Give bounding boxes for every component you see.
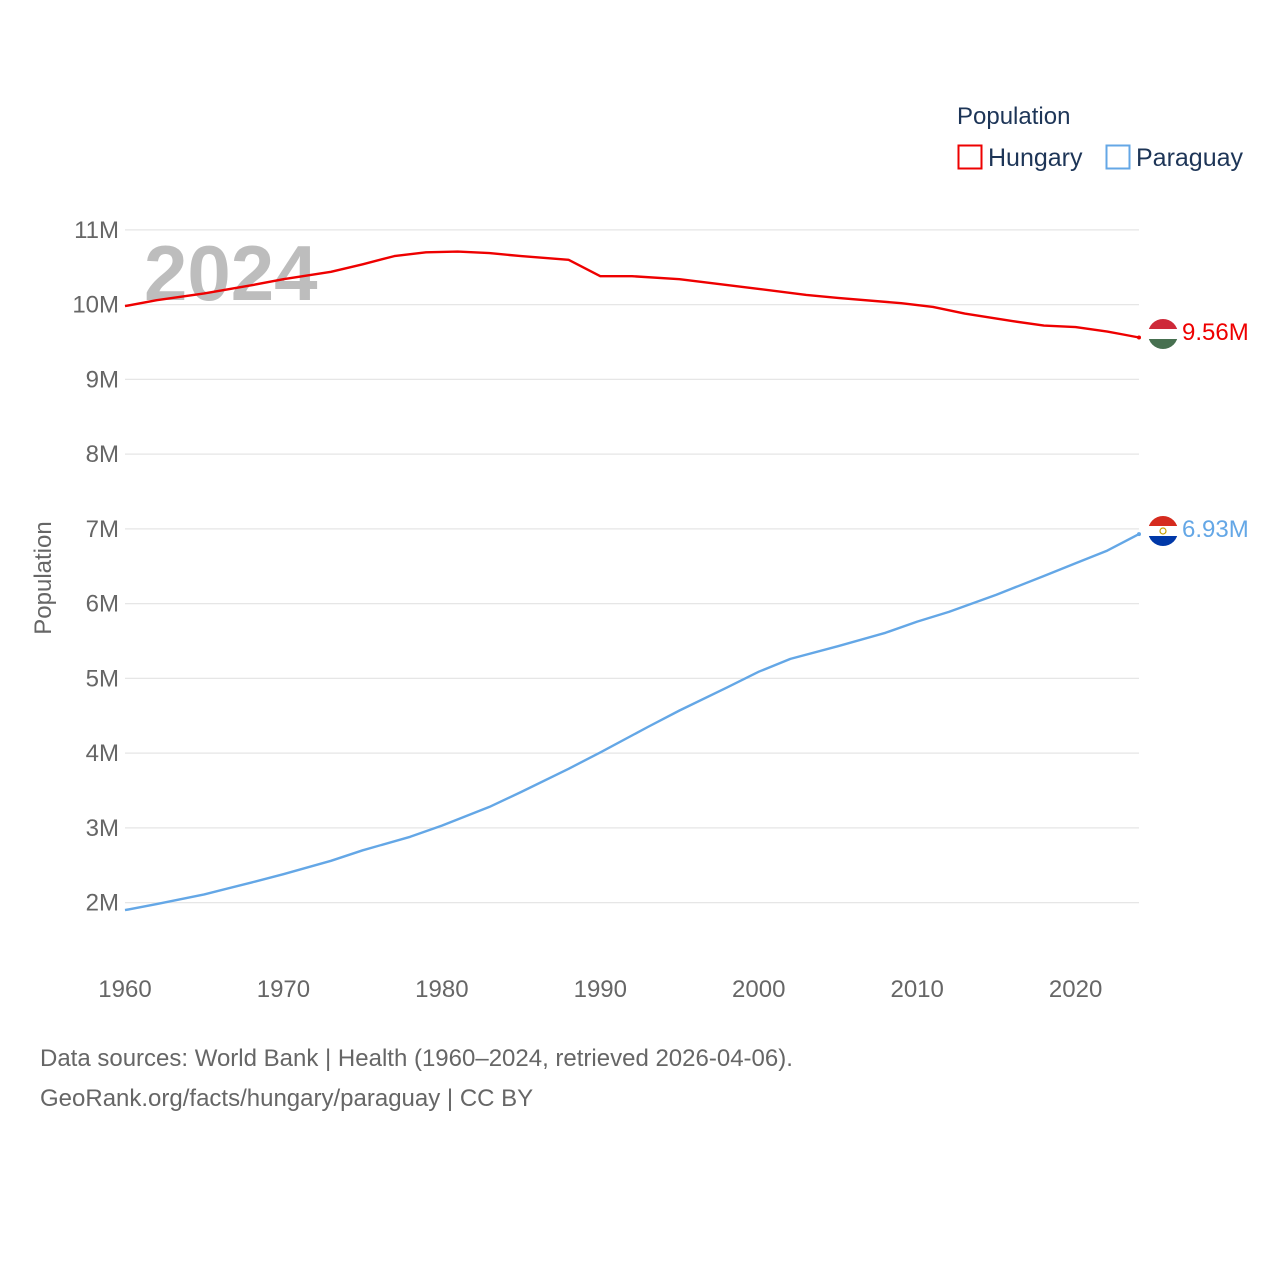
series-line-hungary[interactable] bbox=[124, 250, 1140, 339]
y-tick-label: 4M bbox=[86, 740, 119, 767]
gridlines bbox=[125, 229, 1139, 904]
y-tick-label: 7M bbox=[86, 516, 119, 543]
series-end-point-paraguay[interactable] bbox=[1137, 532, 1141, 537]
y-tick-label: 6M bbox=[86, 591, 119, 618]
legend: Population Hungary Paraguay bbox=[957, 103, 1244, 172]
x-axis-ticks: 1960 1970 1980 1990 2000 2010 2020 bbox=[98, 976, 1102, 1003]
y-tick-label: 2M bbox=[86, 890, 119, 917]
series-end-point-hungary[interactable] bbox=[1137, 335, 1141, 340]
y-tick-label: 10M bbox=[72, 292, 119, 319]
x-tick-label: 1960 bbox=[98, 976, 151, 1003]
y-tick-label: 5M bbox=[86, 665, 119, 692]
y-tick-label: 11M bbox=[74, 217, 119, 244]
x-tick-label: 1990 bbox=[574, 976, 627, 1003]
y-tick-label: 9M bbox=[86, 366, 119, 393]
legend-swatch-hungary bbox=[957, 144, 983, 170]
y-tick-label: 3M bbox=[86, 815, 119, 842]
y-axis-title: Population bbox=[30, 521, 57, 634]
end-label-paraguay: 6.93M bbox=[1182, 516, 1249, 543]
series-line-paraguay[interactable] bbox=[124, 533, 1140, 912]
paraguay-flag-icon bbox=[1148, 516, 1178, 546]
end-label-hungary: 9.56M bbox=[1182, 319, 1249, 346]
x-tick-label: 2010 bbox=[890, 976, 943, 1003]
source-link[interactable]: GeoRank.org/facts/hungary/paraguay | CC … bbox=[40, 1085, 534, 1112]
legend-item-paraguay[interactable]: Paraguay bbox=[1105, 144, 1244, 172]
hungary-flag-icon bbox=[1148, 319, 1178, 349]
x-tick-label: 1970 bbox=[257, 976, 310, 1003]
legend-title: Population bbox=[957, 103, 1070, 130]
x-tick-label: 1980 bbox=[415, 976, 468, 1003]
x-tick-label: 2000 bbox=[732, 976, 785, 1003]
current-year-watermark: 2024 bbox=[144, 229, 318, 317]
data-sources-note: Data sources: World Bank | Health (1960–… bbox=[40, 1045, 793, 1072]
y-axis-ticks: 2M 3M 4M 5M 6M 7M 8M 9M 10M 11M bbox=[72, 217, 119, 917]
legend-swatch-paraguay bbox=[1105, 144, 1131, 170]
legend-label-paraguay: Paraguay bbox=[1136, 144, 1244, 172]
x-tick-label: 2020 bbox=[1049, 976, 1102, 1003]
legend-item-hungary[interactable]: Hungary bbox=[957, 144, 1083, 172]
y-tick-label: 8M bbox=[86, 441, 119, 468]
legend-label-hungary: Hungary bbox=[988, 144, 1083, 172]
series-lines bbox=[124, 250, 1141, 912]
